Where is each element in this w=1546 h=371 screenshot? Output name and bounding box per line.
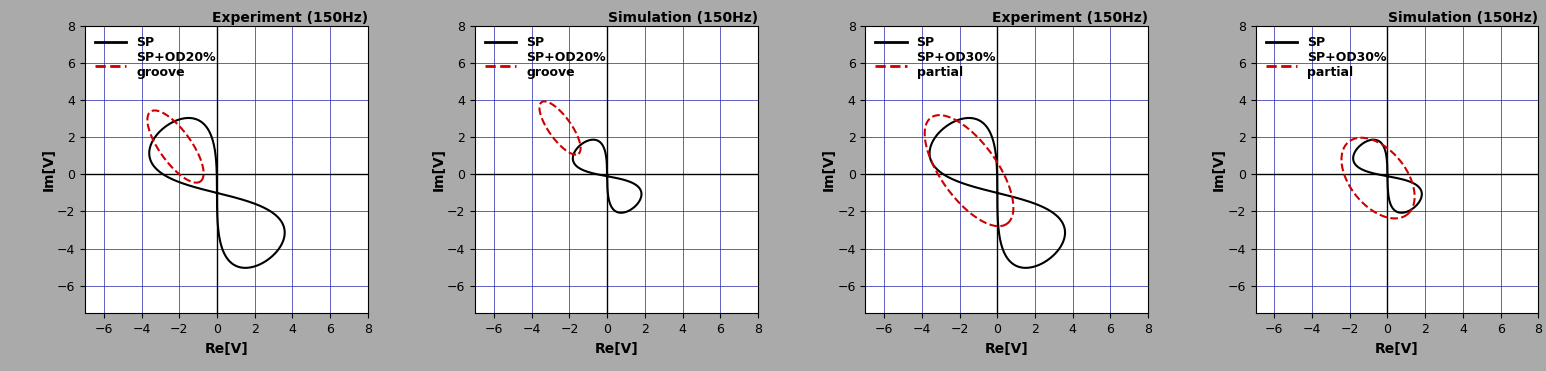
Y-axis label: Im[V]: Im[V] bbox=[431, 148, 445, 191]
X-axis label: Re[V]: Re[V] bbox=[595, 342, 638, 356]
X-axis label: Re[V]: Re[V] bbox=[985, 342, 1028, 356]
Y-axis label: Im[V]: Im[V] bbox=[822, 148, 836, 191]
Y-axis label: Im[V]: Im[V] bbox=[42, 148, 56, 191]
Y-axis label: Im[V]: Im[V] bbox=[1212, 148, 1226, 191]
Legend: SP, SP+OD20%
groove: SP, SP+OD20% groove bbox=[481, 32, 609, 83]
Legend: SP, SP+OD30%
partial: SP, SP+OD30% partial bbox=[1262, 32, 1390, 83]
Text: Simulation (150Hz): Simulation (150Hz) bbox=[1388, 11, 1538, 25]
Text: Experiment (150Hz): Experiment (150Hz) bbox=[212, 11, 368, 25]
Text: Experiment (150Hz): Experiment (150Hz) bbox=[993, 11, 1149, 25]
Legend: SP, SP+OD20%
groove: SP, SP+OD20% groove bbox=[91, 32, 220, 83]
X-axis label: Re[V]: Re[V] bbox=[204, 342, 249, 356]
Legend: SP, SP+OD30%
partial: SP, SP+OD30% partial bbox=[872, 32, 1000, 83]
X-axis label: Re[V]: Re[V] bbox=[1374, 342, 1419, 356]
Text: Simulation (150Hz): Simulation (150Hz) bbox=[608, 11, 758, 25]
